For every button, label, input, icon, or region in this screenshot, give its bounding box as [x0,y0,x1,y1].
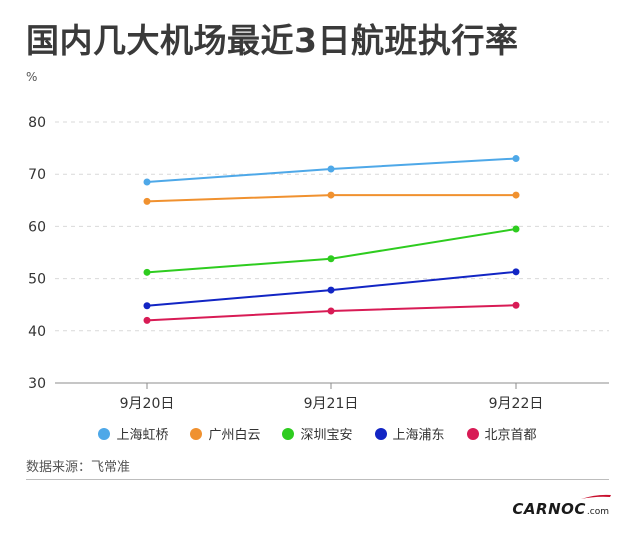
data-point [512,191,520,199]
legend-marker [374,427,387,440]
y-tick-label: 30 [28,376,46,392]
brand-swoosh-icon [581,494,611,499]
legend-item: 深圳宝安 [282,424,353,443]
data-point [327,191,335,199]
divider [26,479,609,480]
legend-label: 北京首都 [484,428,537,443]
legend-label: 广州白云 [208,428,261,443]
page-title: 国内几大机场最近3日航班执行率 [26,21,519,60]
y-axis-ticks: 30 40 50 60 70 80 [28,115,46,392]
data-point [327,307,335,315]
data-point [512,155,520,163]
data-point [143,178,151,186]
series-上海浦东 [143,268,520,310]
data-point [512,301,520,309]
gridlines [55,121,609,332]
series-line [146,228,517,274]
y-tick-label: 40 [28,324,46,340]
y-tick-label: 60 [28,219,46,235]
line-chart: % 30 40 50 60 70 80 9月20日 9月21日 9月22日 [26,70,609,412]
y-tick-label: 50 [28,272,46,288]
data-point [143,268,151,276]
data-point [143,197,151,205]
series-广州白云 [143,191,520,205]
series-上海虹桥 [143,155,520,186]
legend: 上海虹桥 广州白云 深圳宝安 上海浦东 北京首都 [0,424,635,443]
legend-marker [466,427,479,440]
y-tick-label: 80 [28,115,46,131]
data-point [143,302,151,310]
brand-logo: CARNOC .com [512,494,611,518]
legend-label: 上海浦东 [392,428,445,443]
legend-item: 上海虹桥 [98,424,168,443]
x-tick-label: 9月21日 [304,396,359,412]
legend-marker [190,427,203,440]
legend-item: 北京首都 [466,424,537,443]
brand-name: CARNOC [512,500,586,518]
series-group [143,155,520,324]
legend-label: 深圳宝安 [300,428,353,443]
data-point [512,268,520,276]
x-axis: 9月20日 9月21日 9月22日 [55,382,609,412]
legend-label: 上海虹桥 [116,428,169,443]
x-tick-label: 9月22日 [489,396,544,412]
series-深圳宝安 [143,225,520,276]
legend-marker [282,427,295,440]
legend-marker [98,427,111,440]
data-point [327,165,335,173]
legend-item: 上海浦东 [374,424,445,443]
y-axis-unit: % [26,70,37,84]
x-tick-label: 9月20日 [120,396,175,412]
series-北京首都 [143,301,520,324]
data-point [327,255,335,263]
y-tick-label: 70 [28,167,46,183]
data-point [327,286,335,294]
data-point [143,316,151,324]
legend-item: 广州白云 [190,424,260,443]
data-point [512,225,520,233]
brand-domain: .com [586,507,609,517]
data-source: 数据来源：飞常准 [26,460,131,475]
